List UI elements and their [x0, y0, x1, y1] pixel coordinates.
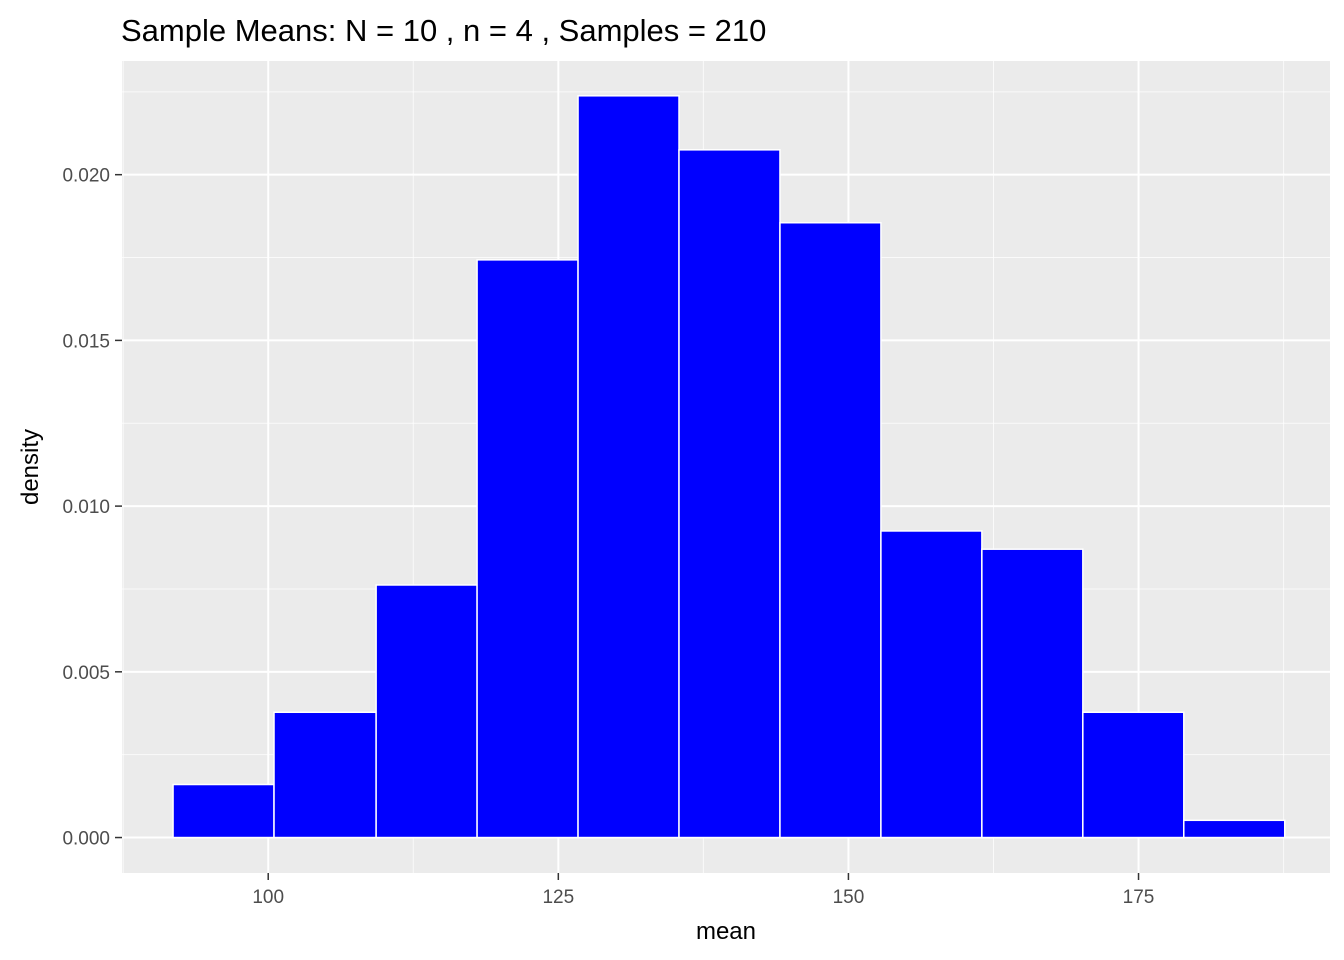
x-tick-label: 150	[833, 887, 865, 908]
y-tick-label: 0.015	[62, 331, 110, 352]
histogram-bar	[678, 149, 781, 839]
x-axis-title: mean	[696, 918, 756, 945]
histogram-bar	[1183, 819, 1286, 839]
y-tick-label: 0.010	[62, 497, 110, 518]
histogram-bar	[1082, 711, 1185, 839]
histogram-bar	[172, 783, 275, 839]
x-axis: 100 125 150 175	[252, 873, 1154, 908]
histogram-bars	[172, 95, 1286, 839]
histogram-bar	[779, 221, 882, 839]
y-axis: 0.000 0.005 0.010 0.015 0.020	[62, 166, 122, 850]
y-tick-label: 0.020	[62, 166, 110, 187]
x-tick-label: 100	[252, 887, 284, 908]
histogram-bar	[577, 95, 680, 839]
chart-title: Sample Means: N = 10 , n = 4 , Samples =…	[121, 13, 766, 48]
histogram-bar	[476, 259, 579, 839]
x-tick-label: 125	[542, 887, 574, 908]
y-tick-label: 0.000	[62, 829, 110, 850]
histogram-bar	[981, 548, 1084, 839]
y-axis-title: density	[17, 429, 44, 505]
x-tick-label: 175	[1123, 887, 1155, 908]
histogram-bar	[880, 530, 983, 839]
y-tick-label: 0.005	[62, 663, 110, 684]
histogram-bar	[375, 584, 478, 839]
histogram-bar	[273, 711, 377, 839]
